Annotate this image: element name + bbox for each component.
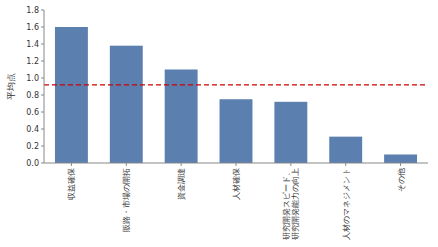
y-tick-label: 1.0 [26, 74, 39, 83]
reference-line [44, 84, 428, 85]
x-tick-label: 販路・市場の開拓 [122, 168, 131, 232]
x-tick [290, 163, 291, 166]
x-tick-label: 人材確保 [232, 168, 241, 200]
chart-container: 0.0 0.2 0.4 0.6 0.8 1.0 1.2 1.4 1.6 1.8 平均点収益確保 販路・… [0, 0, 438, 247]
plot-area [44, 27, 428, 163]
bar [384, 155, 417, 164]
y-axis-line [44, 10, 45, 163]
y-tick-label: 1.6 [26, 23, 39, 32]
x-tick [71, 163, 72, 166]
bar [329, 137, 362, 163]
y-tick-label: 0.2 [26, 142, 39, 151]
bar [220, 99, 253, 163]
x-tick [345, 163, 346, 166]
x-axis: 収益確保 販路・市場の開拓 資金調達 人材確保 研究開発スピード、研究開発能力の向上 人材… [67, 163, 405, 240]
bar [274, 102, 307, 163]
y-tick-label: 1.8 [26, 6, 39, 15]
x-tick-label: 人材のマネジメント [342, 168, 351, 240]
y-tick-label: 0.6 [26, 108, 39, 117]
y-tick-label: 1.2 [26, 57, 39, 66]
x-tick-label: 研究開発スピード、研究開発能力の向上 [282, 168, 300, 240]
chart-svg: 0.0 0.2 0.4 0.6 0.8 1.0 1.2 1.4 1.6 1.8 平均点収益確保 販路・… [0, 0, 438, 247]
y-axis-label: 平均点 [6, 73, 16, 100]
x-tick [181, 163, 182, 166]
x-tick [126, 163, 127, 166]
bar [110, 46, 143, 163]
y-tick-label: 0.4 [26, 125, 39, 134]
y-axis: 0.0 0.2 0.4 0.6 0.8 1.0 1.2 1.4 1.6 1.8 [26, 6, 44, 168]
x-tick-label: その他 [397, 168, 406, 192]
x-tick [400, 163, 401, 166]
y-tick-label: 1.4 [26, 40, 39, 49]
y-tick-label: 0.0 [26, 159, 39, 168]
bar [165, 70, 198, 164]
bar [55, 27, 88, 163]
x-tick-label: 収益確保 [67, 168, 76, 200]
x-tick-label: 資金調達 [177, 168, 186, 200]
y-tick-label: 0.8 [26, 91, 39, 100]
x-tick [236, 163, 237, 166]
